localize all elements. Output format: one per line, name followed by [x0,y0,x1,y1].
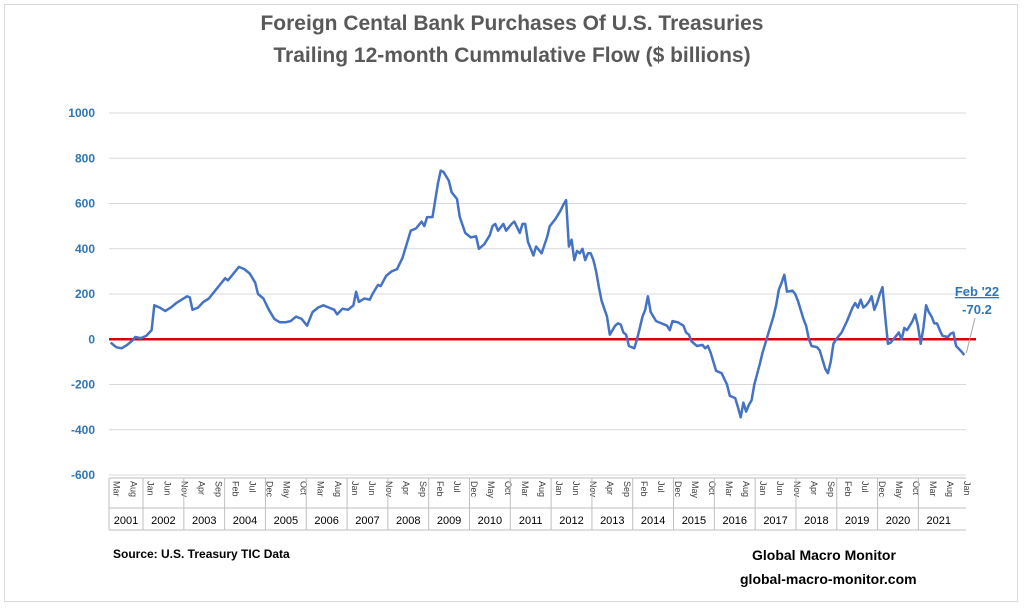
annotation-date-label: Feb '22 [955,284,999,299]
x-tick-label: Dec [265,481,275,498]
x-tick-label: Aug [129,481,139,497]
x-tick-label: Sep [418,481,428,497]
year-label: 2011 [519,515,543,527]
x-tick-label: Oct [707,481,717,496]
x-tick-label: Sep [826,481,836,497]
year-label: 2003 [192,515,216,527]
x-tick-label: Oct [503,481,513,496]
x-tick-label: Jan [350,481,360,496]
x-tick-label: Apr [401,481,411,495]
year-label: 2021 [927,515,951,527]
x-tick-label: Feb [843,481,853,497]
x-tick-label: Jul [860,481,870,493]
y-tick-label: -600 [71,468,95,482]
x-tick-label: Nov [384,481,394,498]
chart-title: Foreign Cental Bank Purchases Of U.S. Tr… [260,12,764,35]
year-label: 2004 [233,515,257,527]
brand-url: global-macro-monitor.com [740,571,917,587]
y-tick-label: 200 [75,287,95,301]
x-tick-label: Mar [724,481,734,497]
x-tick-label: Apr [197,481,207,495]
x-tick-label: Aug [333,481,343,497]
year-label: 2012 [559,515,583,527]
y-tick-label: 400 [75,242,95,256]
x-tick-label: Mar [928,481,938,497]
year-label: 2019 [845,515,869,527]
x-tick-label: Sep [622,481,632,497]
annotation-leader [965,317,976,354]
x-tick-label: Jul [452,481,462,493]
year-label: 2005 [274,515,298,527]
x-tick-label: Feb [639,481,649,497]
year-label: 2017 [763,515,787,527]
year-label: 2013 [600,515,624,527]
x-tick-label: Sep [214,481,224,497]
y-tick-label: 0 [88,332,95,346]
x-tick-label: Jan [758,481,768,496]
y-tick-label: 600 [75,197,95,211]
year-label: 2008 [396,515,420,527]
series-line [109,169,966,419]
x-tick-label: Apr [605,481,615,495]
x-tick-label: Jan [146,481,156,496]
x-tick-label: Oct [299,481,309,496]
year-label: 2001 [114,515,138,527]
x-tick-label: Jun [367,481,377,496]
x-tick-label: May [690,481,700,499]
year-label: 2007 [355,515,379,527]
x-tick-label: May [282,481,292,499]
x-tick-label: Jan [554,481,564,496]
year-label: 2002 [151,515,175,527]
x-tick-label: Dec [469,481,479,498]
x-tick-label: Aug [741,481,751,497]
annotation-value-label: -70.2 [962,302,992,317]
x-tick-label: Nov [180,481,190,498]
year-label: 2015 [682,515,706,527]
year-label: 2010 [478,515,502,527]
chart-subtitle: Trailing 12-month Cummulative Flow ($ bi… [273,44,751,67]
x-tick-label: Dec [673,481,683,498]
x-tick-label: Feb [231,481,241,497]
x-tick-label: Jun [163,481,173,496]
y-tick-label: 800 [75,151,95,165]
chart-frame [4,4,1018,602]
x-tick-label: Feb [435,481,445,497]
x-tick-label: Mar [520,481,530,497]
x-tick-label: Jan [962,481,972,496]
x-tick-label: Mar [316,481,326,497]
x-tick-label: Mar [112,481,122,497]
x-tick-label: May [486,481,496,499]
x-tick-label: Oct [911,481,921,496]
year-label: 2020 [886,515,910,527]
year-label: 2006 [314,515,338,527]
x-tick-label: Aug [945,481,955,497]
y-tick-label: -400 [71,423,95,437]
source-note: Source: U.S. Treasury TIC Data [113,547,290,561]
x-tick-label: Aug [537,481,547,497]
year-label: 2009 [437,515,461,527]
year-label: 2014 [641,515,665,527]
x-tick-label: Nov [588,481,598,498]
x-tick-label: Apr [809,481,819,495]
y-tick-label: -200 [71,378,95,392]
x-tick-label: Jun [571,481,581,496]
x-tick-label: Jun [775,481,785,496]
x-tick-label: May [894,481,904,499]
brand-name: Global Macro Monitor [752,547,896,563]
year-label: 2018 [804,515,828,527]
y-tick-label: 1000 [68,106,95,120]
year-label: 2016 [723,515,747,527]
x-tick-label: Jul [656,481,666,493]
x-tick-label: Jul [248,481,258,493]
x-tick-label: Dec [877,481,887,498]
x-tick-label: Nov [792,481,802,498]
